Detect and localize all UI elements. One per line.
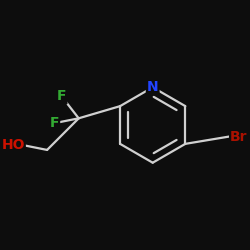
Text: F: F	[57, 90, 66, 104]
Text: Br: Br	[230, 130, 248, 143]
Text: F: F	[50, 116, 59, 130]
Text: HO: HO	[1, 138, 25, 152]
Text: N: N	[147, 80, 158, 94]
